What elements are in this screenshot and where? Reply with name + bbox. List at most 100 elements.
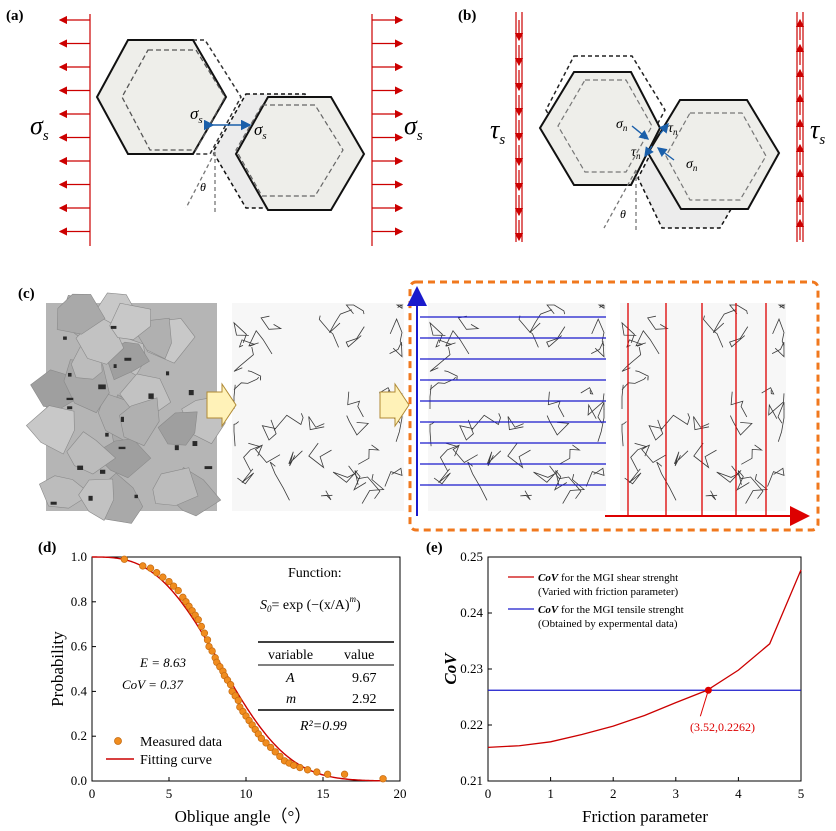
grain-boundary (630, 444, 651, 472)
grain-boundary (597, 402, 605, 424)
chart-e-xlabel: Friction parameter (582, 807, 708, 826)
hexagon-right (234, 96, 366, 211)
pore (124, 357, 132, 361)
grain-boundary (320, 490, 333, 501)
hexagon-b-left-inner (557, 79, 653, 173)
data-point (303, 766, 312, 774)
grain-boundary (635, 329, 660, 355)
grain-boundary (269, 461, 290, 501)
pore (98, 384, 106, 390)
grain-boundary (648, 419, 664, 441)
x-tick-label: 0 (89, 786, 96, 801)
x-tick-label: 4 (735, 786, 742, 801)
micrograph-grains (25, 292, 226, 524)
sigma-right-label: σs (404, 111, 423, 144)
pore (68, 372, 72, 377)
grain-boundary (348, 465, 381, 499)
pore (120, 416, 124, 422)
pore (174, 445, 179, 451)
grain-boundary (777, 304, 786, 309)
grain (157, 411, 198, 446)
grain-boundary (558, 444, 581, 465)
pore (105, 432, 109, 437)
pore (188, 390, 194, 396)
y-tick-label: 0.23 (460, 661, 483, 676)
grain-boundary (308, 416, 325, 431)
grain (119, 397, 160, 447)
grain (152, 467, 199, 506)
data-point (200, 629, 209, 637)
right-traction-arrows (372, 15, 404, 236)
pore (66, 397, 74, 401)
data-point (153, 569, 161, 577)
tau-left-label: τs (490, 115, 505, 148)
grain-boundary (429, 421, 436, 447)
grain-boundary (345, 304, 365, 315)
grain (39, 475, 92, 509)
hexagon-left (95, 39, 228, 155)
data-point (194, 616, 202, 624)
grain-boundary (647, 315, 669, 330)
pore (148, 393, 154, 399)
grain-boundary (238, 339, 256, 348)
sigma-left-label: σs (30, 111, 49, 144)
horizontal-scan-image (428, 303, 606, 511)
grain-boundary (705, 490, 718, 501)
data-point (296, 763, 304, 772)
data-point (159, 573, 167, 581)
grain-boundary (546, 326, 566, 348)
grain-boundary (332, 470, 358, 483)
grain-boundary (767, 467, 785, 487)
table-val-m: 2.92 (352, 692, 377, 707)
chart-e-ylabel: CoV (441, 652, 460, 685)
grain-boundary (233, 421, 239, 447)
vertical-scan-image (620, 303, 786, 511)
grain-boundary (346, 415, 370, 436)
grain-boundary (261, 419, 277, 441)
x-tick-label: 3 (673, 786, 680, 801)
grain-boundary (520, 490, 532, 501)
grain-boundary (361, 474, 385, 504)
grain-boundary (507, 442, 531, 469)
pore (99, 469, 106, 474)
data-point (197, 622, 205, 631)
grain-boundary (233, 377, 260, 390)
panel-b-label: (b) (458, 8, 476, 24)
legend-marker-measured (114, 737, 122, 745)
y-tick-label: 0.0 (71, 773, 87, 788)
tau-n-arrow-2 (644, 145, 654, 158)
pore (63, 336, 67, 340)
hexagon-right-inner (235, 104, 344, 197)
legend-shear-line1: CoV for the MGI shear strenght (538, 572, 678, 584)
pore (118, 446, 126, 450)
data-point (323, 770, 332, 778)
grain-boundary (777, 402, 785, 424)
y-tick-label: 0.22 (460, 717, 483, 732)
grain-boundary (384, 467, 403, 487)
grain-boundary (761, 387, 775, 395)
grain-boundary (656, 461, 677, 501)
grain-boundary (731, 465, 764, 499)
panel-a-label: (a) (6, 8, 24, 24)
fitting-curve (92, 556, 385, 782)
pore (204, 466, 213, 470)
legend-tensile-line1: CoV for the MGI tensile strenght (538, 604, 684, 616)
grain-boundary (248, 442, 281, 464)
grain-boundary (248, 329, 273, 355)
data-point (139, 562, 147, 570)
grain-boundary (445, 442, 478, 464)
grain-boundary (546, 415, 570, 436)
grain-boundary (597, 408, 605, 442)
grain-boundary (585, 467, 605, 487)
pore (165, 371, 170, 376)
grain-boundary (621, 421, 627, 447)
measured-data-points (120, 555, 387, 783)
intersection-label: (3.52,0.2262) (690, 720, 755, 734)
tau-n-arrow-1 (658, 122, 669, 135)
grain-boundary (580, 387, 594, 395)
pore (110, 325, 117, 329)
analysis-frame (408, 280, 820, 532)
table-var-a: A (285, 671, 295, 686)
grain-boundary (429, 321, 446, 343)
grain-boundary (621, 384, 624, 409)
